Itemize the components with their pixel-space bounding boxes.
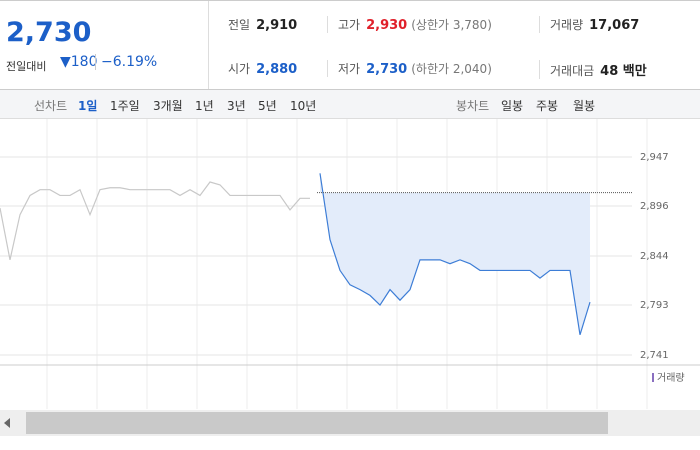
tab[interactable]: 월봉 <box>573 99 596 113</box>
tab[interactable]: 1주일 <box>110 99 140 113</box>
chart: 2,947 2,896 2,844 2,793 2,741 거래량 <box>0 119 700 409</box>
rate: −6.19% <box>95 54 157 70</box>
price-line <box>319 173 591 335</box>
tab[interactable]: 일봉 <box>501 99 524 113</box>
summary-value: 17,067 <box>589 18 640 33</box>
change-label: 전일대비 <box>6 60 47 73</box>
tab[interactable]: 주봉 <box>536 99 559 113</box>
y-tick-label: 2,793 <box>640 300 669 311</box>
scroll-thumb[interactable] <box>26 412 608 434</box>
summary-item: 거래량 17,067 <box>539 16 639 33</box>
y-tick-label: 2,896 <box>640 201 669 212</box>
summary-label: 거래량 <box>550 18 584 32</box>
tab-bar: 선차트 1일 1주일 3개월 1년 3년 5년 10년 봉차트 일봉 주봉 월봉 <box>0 90 700 119</box>
quote: 2,730 전일대비 ▼180 −6.19% <box>0 1 209 89</box>
y-tick-label: 2,741 <box>640 350 669 361</box>
summary-item: 저가 2,730 (하한가 2,040) <box>327 60 492 77</box>
summary-item: 거래대금 48 백만 <box>539 60 647 79</box>
tab[interactable]: 1년 <box>195 99 214 113</box>
summary-label: 전일 <box>228 18 251 32</box>
summary-value: 2,880 <box>256 62 298 77</box>
y-tick-label: 2,844 <box>640 251 669 262</box>
summary-item: 전일 2,910 <box>228 16 297 33</box>
summary-label: 고가 <box>338 18 361 32</box>
summary-label: 시가 <box>228 62 251 76</box>
summary-item: 시가 2,880 <box>228 60 297 77</box>
change: ▼180 <box>60 54 98 70</box>
summary-label: 거래대금 <box>550 64 595 78</box>
volume-legend: 거래량 <box>657 372 685 384</box>
y-tick-label: 2,947 <box>640 152 669 163</box>
summary-note: (상한가 3,780) <box>411 18 492 32</box>
tab[interactable]: 10년 <box>290 99 317 113</box>
tab[interactable]: 3년 <box>227 99 246 113</box>
summary-label: 저가 <box>338 62 361 76</box>
summary-value: 2,930 <box>366 18 408 33</box>
scroll-left[interactable] <box>4 418 10 428</box>
area <box>320 173 590 335</box>
header: 2,730 전일대비 ▼180 −6.19% 전일 2,910 고가 2,930 (상한… <box>0 0 700 90</box>
tab-label: 선차트 <box>34 99 68 113</box>
tab[interactable]: 3개월 <box>153 99 183 113</box>
summary-value: 2,730 <box>366 62 408 77</box>
summary-item: 고가 2,930 (상한가 3,780) <box>327 16 492 33</box>
volume-legend-key <box>652 373 654 382</box>
price-line <box>0 181 310 260</box>
tab-label: 봉차트 <box>456 99 490 113</box>
summary-value: 48 백만 <box>600 64 647 79</box>
summary-note: (하한가 2,040) <box>411 62 492 76</box>
summary-value: 2,910 <box>256 18 298 33</box>
tab[interactable]: 5년 <box>258 99 277 113</box>
tab[interactable]: 1일 <box>78 99 98 113</box>
price: 2,730 <box>6 17 92 48</box>
scrollbar[interactable] <box>0 410 700 436</box>
